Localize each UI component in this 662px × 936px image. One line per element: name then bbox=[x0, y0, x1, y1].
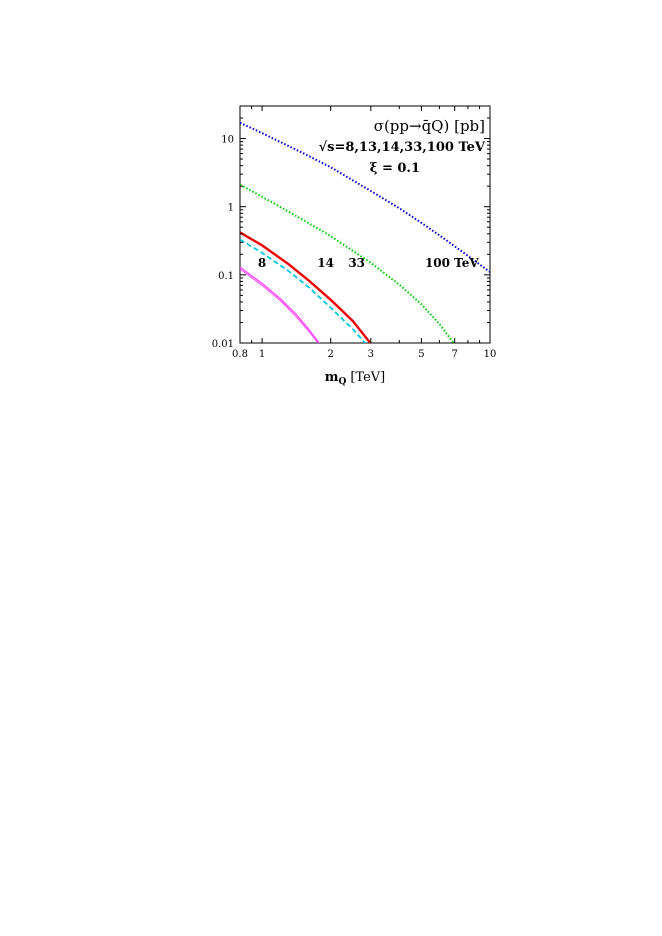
y-tick-label: 0.01 bbox=[212, 339, 234, 350]
y-tick-label: 10 bbox=[221, 135, 234, 146]
series-line-s100green bbox=[240, 183, 455, 343]
ticks-layer: 0.8 1 2 3 5 7 10 0.01 0.1 1 10 bbox=[212, 105, 497, 360]
series-line-s8 bbox=[240, 266, 320, 343]
x-tick-label: 2 bbox=[328, 349, 334, 360]
chart-subtitle-xi: ξ = 0.1 bbox=[370, 161, 420, 176]
series-line-s13 bbox=[240, 268, 319, 343]
x-tick-label: 3 bbox=[368, 349, 374, 360]
series-line-s33 bbox=[240, 238, 367, 343]
curve-energy-label: 14 bbox=[317, 256, 334, 270]
chart-title: σ(pp→q̄Q) [pb] bbox=[374, 117, 485, 135]
x-axis-label-sub: Q bbox=[339, 377, 347, 387]
x-tick-label: 7 bbox=[452, 349, 458, 360]
x-axis-label-main: m bbox=[325, 370, 339, 385]
y-tick-label: 0.1 bbox=[218, 271, 234, 282]
curve-energy-label: 33 bbox=[348, 256, 365, 270]
series-line-s14 bbox=[240, 231, 372, 343]
x-axis-label-unit: [TeV] bbox=[350, 370, 385, 385]
chart-subtitle-energies: √s=8,13,14,33,100 TeV bbox=[319, 140, 486, 155]
curve-energy-label: 8 bbox=[258, 256, 266, 270]
x-tick-label: 5 bbox=[418, 349, 424, 360]
y-tick-label: 1 bbox=[228, 203, 234, 214]
x-tick-label: 1 bbox=[259, 349, 265, 360]
annotation-layer: 8 14 33 100 TeV bbox=[258, 256, 479, 270]
series-layer bbox=[240, 121, 490, 343]
x-tick-label: 10 bbox=[484, 349, 497, 360]
x-axis-label: mQ [TeV] bbox=[325, 370, 386, 387]
curve-energy-label: 100 TeV bbox=[425, 256, 479, 270]
series-line-s100blue bbox=[240, 121, 490, 273]
x-tick-label: 0.8 bbox=[232, 349, 248, 360]
